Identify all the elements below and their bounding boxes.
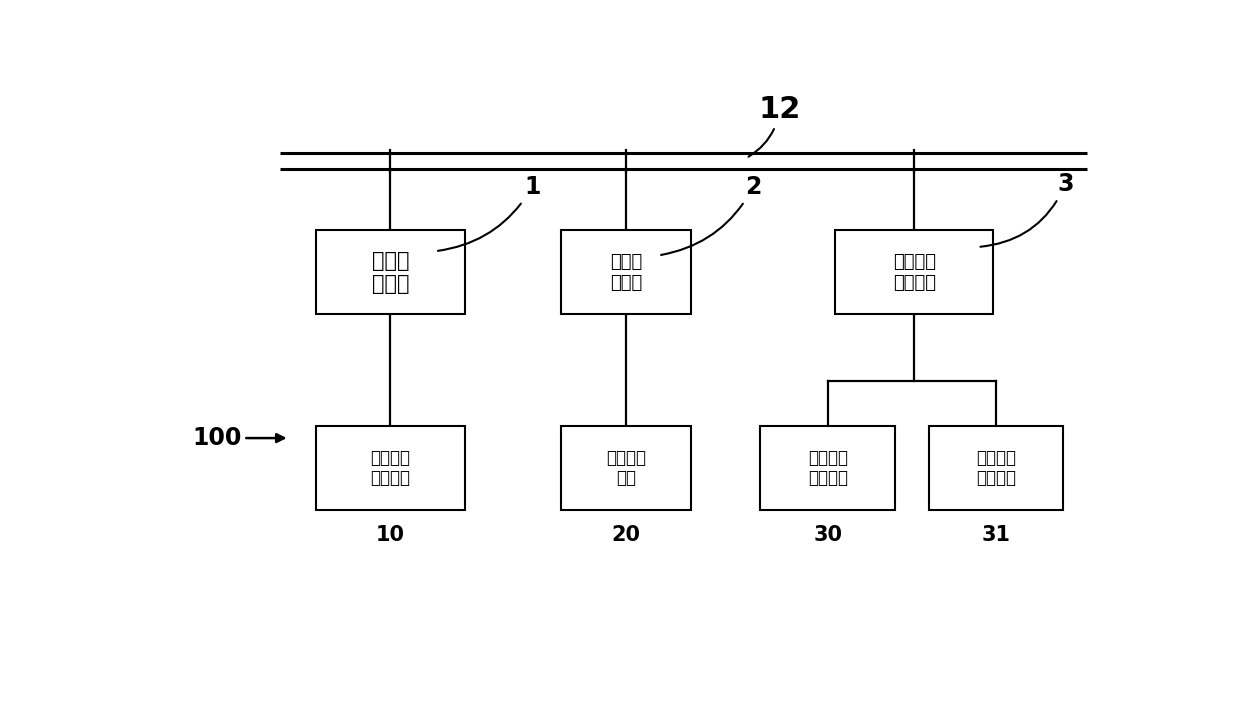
Text: 驻车状态
确认单元: 驻车状态 确认单元 <box>976 448 1016 487</box>
Text: 10: 10 <box>376 525 405 544</box>
Bar <box>835 230 993 314</box>
Text: 31: 31 <box>981 525 1011 544</box>
Text: 语音指令
检测单元: 语音指令 检测单元 <box>371 448 410 487</box>
Text: 1: 1 <box>438 174 541 251</box>
Text: 驻车状态
检测单元: 驻车状态 检测单元 <box>807 448 848 487</box>
Bar <box>560 230 691 314</box>
Text: 语音识
别模块: 语音识 别模块 <box>372 251 409 294</box>
Bar <box>560 426 691 510</box>
Text: 驻车状态
确认模块: 驻车状态 确认模块 <box>893 253 936 292</box>
Text: 20: 20 <box>611 525 640 544</box>
Bar <box>316 230 465 314</box>
Text: 车门运动
单元: 车门运动 单元 <box>606 448 646 487</box>
Text: 2: 2 <box>661 174 761 255</box>
Text: 车门控
制模块: 车门控 制模块 <box>610 253 642 292</box>
Text: 30: 30 <box>813 525 842 544</box>
Text: 100: 100 <box>192 426 242 450</box>
Text: 3: 3 <box>981 172 1074 246</box>
Bar <box>760 426 895 510</box>
Bar <box>929 426 1063 510</box>
Text: 12: 12 <box>749 95 801 157</box>
Bar <box>316 426 465 510</box>
